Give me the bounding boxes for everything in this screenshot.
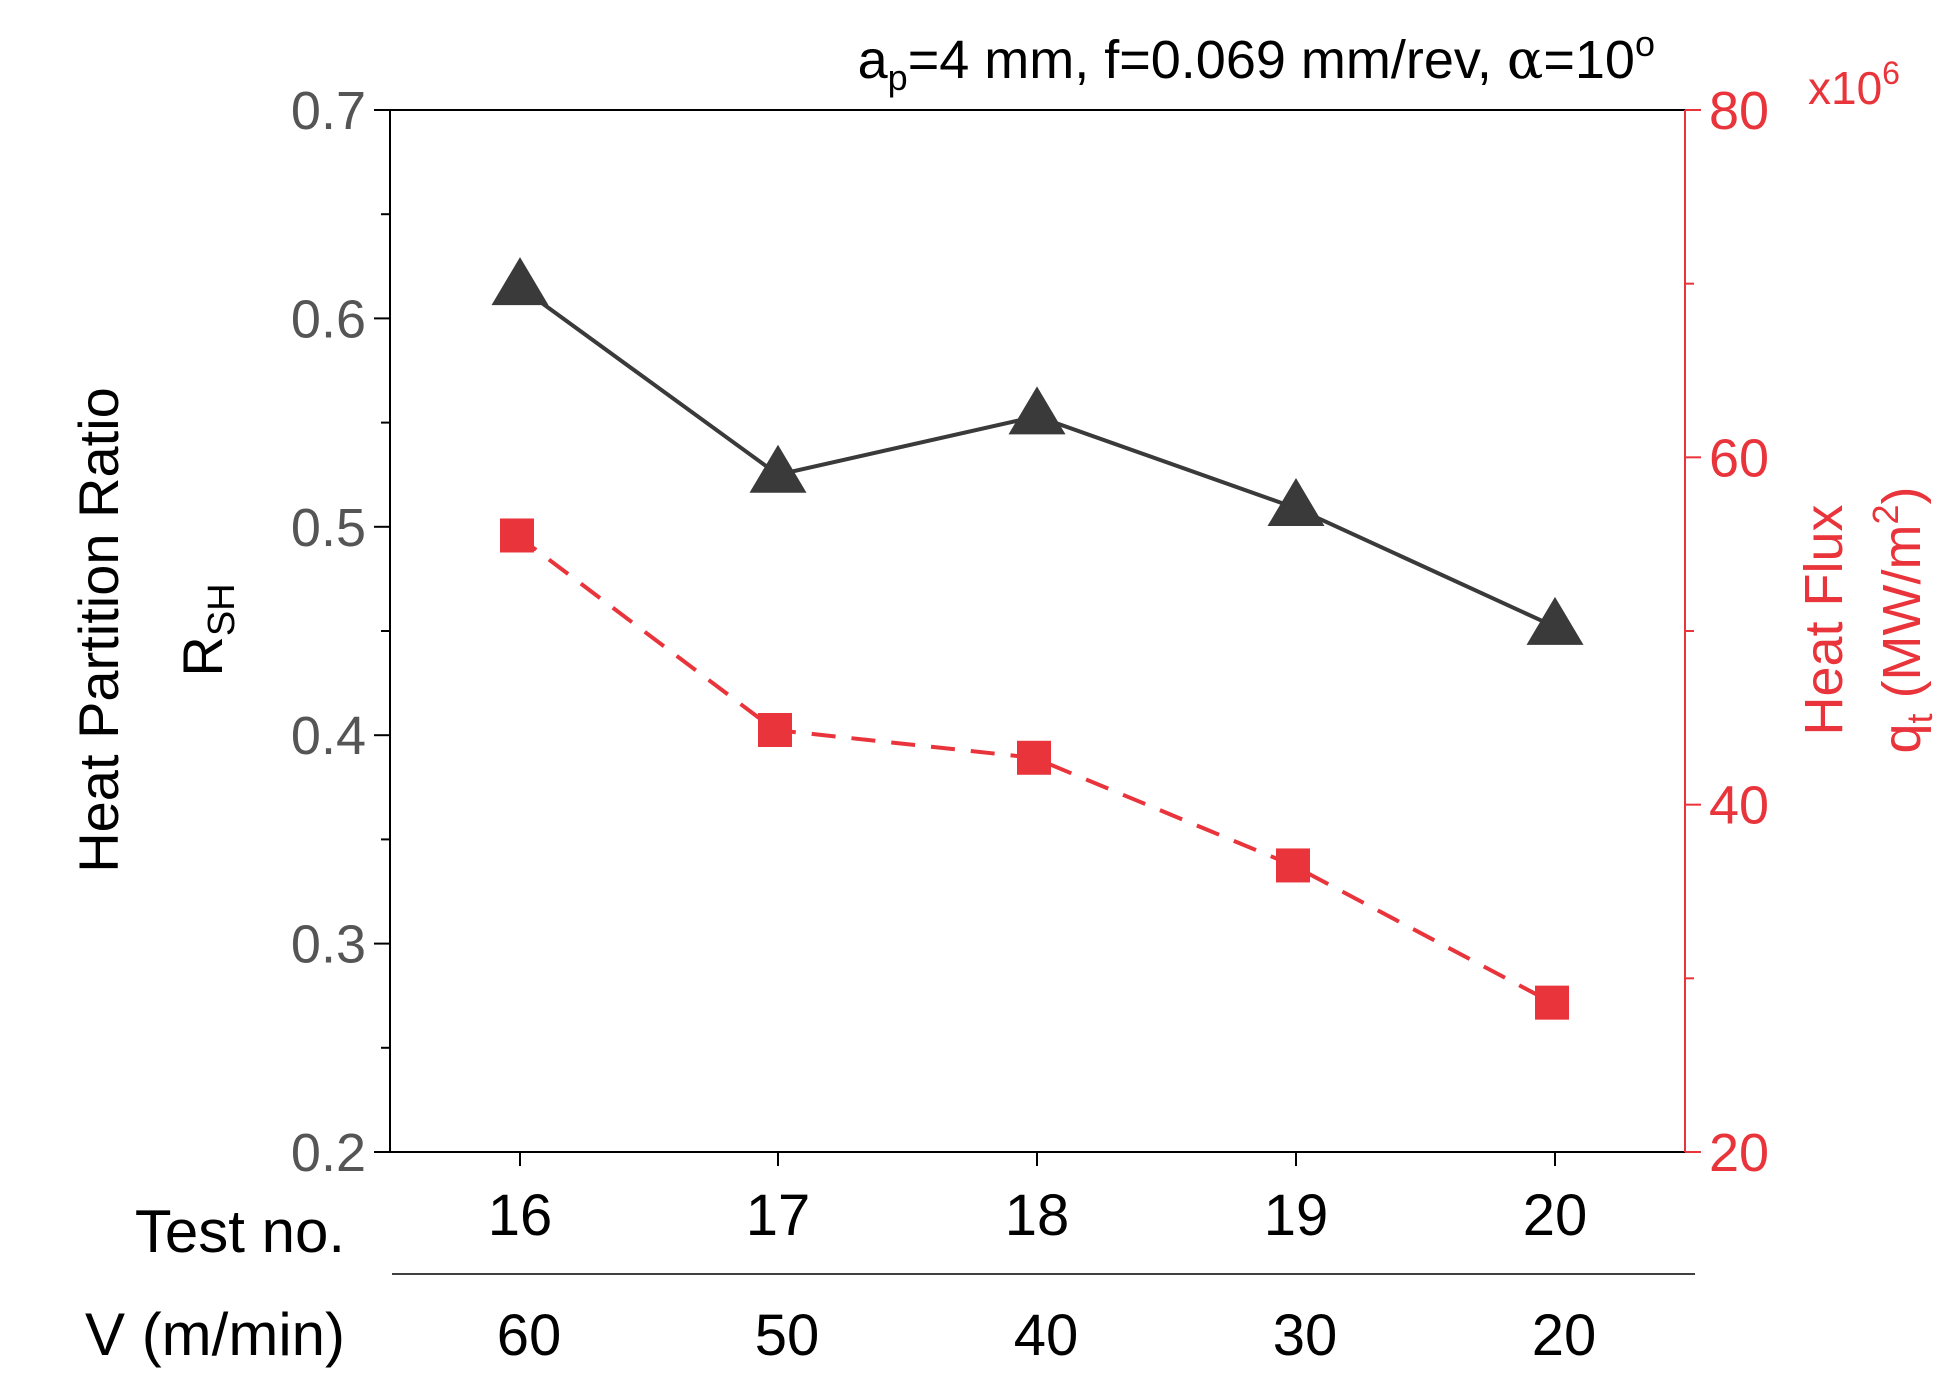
annotation-text: =4 mm, f=0.069 mm/rev,	[908, 30, 1507, 90]
annotation-prefix-sub: p	[888, 57, 908, 98]
right-sublabel-main: q	[1872, 723, 1932, 753]
right-axis-multiplier: x106	[1808, 55, 1900, 114]
heat-partition-point	[1267, 478, 1325, 527]
x2-tick-label: 50	[755, 1303, 820, 1368]
x2-tick-label: 20	[1532, 1303, 1597, 1368]
right-axis-sublabel: qt (MW/m2)	[1865, 487, 1940, 754]
left-axis-sublabel-group: RSH	[171, 583, 243, 676]
x-tick-label: 16	[488, 1183, 553, 1248]
x2-tick-label: 60	[497, 1303, 562, 1368]
right-sublabel-sub: t	[1899, 713, 1940, 723]
heat-partition-point	[1008, 386, 1066, 435]
right-axis-sublabel-group: qt (MW/m2)	[1865, 487, 1940, 754]
left-tick-label: 0.5	[291, 498, 366, 558]
heat-partition-line	[518, 285, 1556, 629]
right-axis-label: Heat Flux	[1794, 504, 1854, 735]
right-tick-label: 40	[1709, 776, 1769, 836]
heat-flux-point	[1017, 740, 1051, 775]
series-layer	[491, 257, 1584, 1020]
annotation-alpha: α	[1507, 28, 1543, 91]
heat-partition-point	[1526, 596, 1584, 645]
left-axis-ticks: 0.2 0.3 0.4 0.5 0.6 0.7	[291, 81, 390, 1183]
left-axis-label: Heat Partition Ratio	[67, 387, 130, 873]
annotation-prefix: a	[858, 30, 889, 90]
heat-partition-point	[749, 444, 807, 493]
x-tick-label: 17	[746, 1183, 811, 1248]
right-sublabel-close: )	[1872, 487, 1932, 505]
x-tick-label: 19	[1264, 1183, 1329, 1248]
left-tick-label: 0.4	[291, 706, 366, 766]
x-axis-label: Test no.	[135, 1198, 345, 1265]
multiplier-prefix: x10	[1808, 62, 1882, 114]
left-tick-label: 0.2	[291, 1123, 366, 1183]
right-tick-label: 20	[1709, 1123, 1769, 1183]
heat-flux-point	[1276, 848, 1310, 883]
heat-flux-point	[758, 712, 792, 747]
x2-tick-label: 40	[1014, 1303, 1079, 1368]
x-tick-label: 18	[1005, 1183, 1070, 1248]
condition-annotation: ap=4 mm, f=0.069 mm/rev, α=10o	[858, 23, 1655, 98]
annotation-alpha-value: =10	[1543, 30, 1635, 90]
heat-flux-point	[1535, 985, 1569, 1020]
heat-flux-point	[500, 518, 534, 553]
right-sublabel-unit: (MW/m	[1872, 525, 1932, 714]
right-tick-label: 80	[1709, 81, 1769, 141]
right-axis-ticks: 20 40 60 80	[1685, 81, 1769, 1183]
x2-tick-label: 30	[1273, 1303, 1338, 1368]
x2-axis-label: V (m/min)	[85, 1301, 345, 1368]
right-sublabel-sup: 2	[1865, 504, 1906, 524]
left-tick-label: 0.6	[291, 289, 366, 349]
left-axis-label-group: Heat Partition Ratio	[67, 387, 130, 873]
left-sublabel-sub: SH	[201, 583, 243, 636]
annotation-degree: o	[1635, 23, 1655, 64]
left-axis-sublabel: RSH	[171, 583, 243, 676]
left-sublabel-main: R	[171, 636, 234, 676]
x-axis-ticks: 16 17 18 19 20 60 50 40 30 20	[488, 1152, 1597, 1368]
right-axis-label-group: Heat Flux	[1794, 504, 1854, 735]
left-tick-label: 0.7	[291, 81, 366, 141]
heat-partition-point	[491, 257, 549, 306]
x-tick-label: 20	[1523, 1183, 1588, 1248]
right-tick-label: 60	[1709, 428, 1769, 488]
multiplier-exponent: 6	[1882, 55, 1900, 91]
left-tick-label: 0.3	[291, 915, 366, 975]
